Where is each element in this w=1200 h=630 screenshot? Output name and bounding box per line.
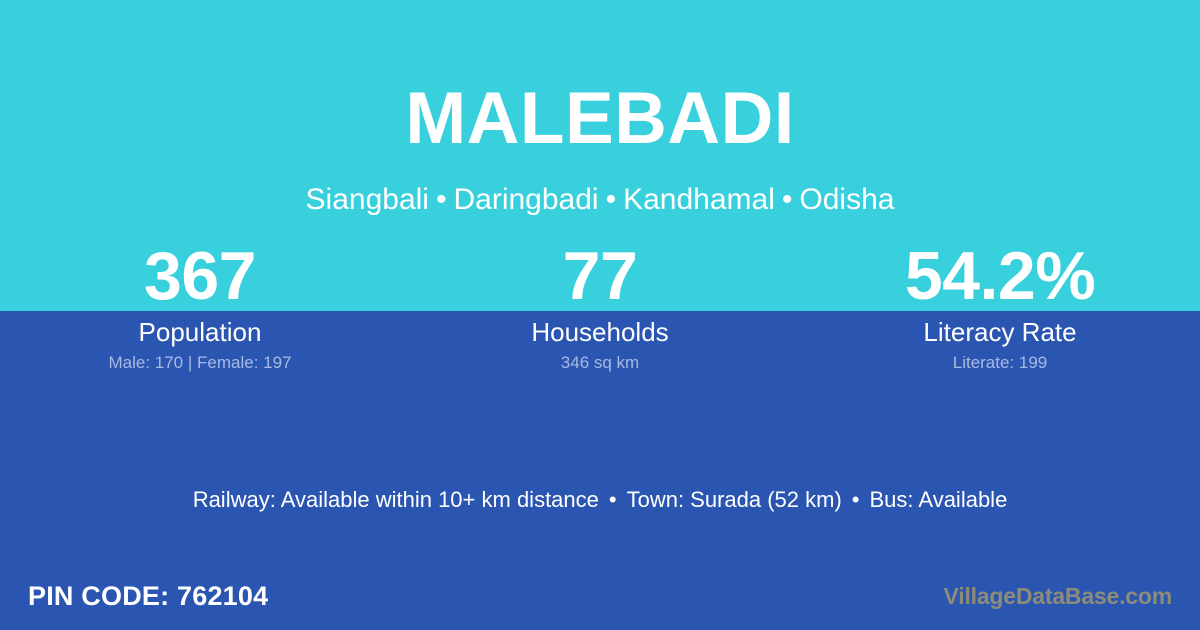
stat-value: 54.2% [904, 238, 1096, 314]
stat-sublabel: Male: 170 | Female: 197 [108, 353, 292, 372]
stat-population: 367 Population Male: 170 | Female: 197 [0, 238, 400, 373]
stat-label: Households [531, 317, 669, 347]
site-branding: VillageDataBase.com [943, 583, 1173, 609]
breadcrumb-separator-3: • [781, 183, 793, 216]
breadcrumb: Siangbali • Daringbadi • Kandhamal • Odisha [0, 182, 1200, 218]
breadcrumb-separator-1: • [435, 183, 447, 216]
stat-value: 367 [144, 238, 256, 314]
amenity-bus: Bus: Available [869, 487, 1008, 512]
stat-label: Literacy Rate [923, 317, 1077, 347]
stat-label: Population [138, 317, 262, 347]
stat-sublabel: Literate: 199 [952, 353, 1048, 372]
breadcrumb-block: Daringbadi [453, 183, 599, 216]
page-title: MALEBADI [405, 78, 795, 159]
breadcrumb-district: Kandhamal [623, 183, 775, 216]
breadcrumb-separator-2: • [605, 183, 617, 216]
amenity-separator-1: • [608, 487, 617, 512]
hero-banner [0, 0, 1200, 311]
stat-value: 77 [562, 238, 638, 314]
statistics-row: 367 Population Male: 170 | Female: 197 7… [0, 238, 1200, 373]
breadcrumb-state: Odisha [799, 183, 895, 216]
amenity-railway: Railway: Available within 10+ km distanc… [192, 487, 599, 512]
pin-code-label: PIN CODE: 762104 [28, 581, 269, 611]
breadcrumb-panchayat: Siangbali [305, 183, 429, 216]
amenity-separator-2: • [851, 487, 860, 512]
stat-households: 77 Households 346 sq km [400, 238, 800, 373]
stat-sublabel: 346 sq km [560, 353, 640, 372]
amenity-town: Town: Surada (52 km) [626, 487, 842, 512]
amenities-summary: Railway: Available within 10+ km distanc… [0, 486, 1200, 514]
stat-literacy-rate: 54.2% Literacy Rate Literate: 199 [800, 238, 1200, 373]
